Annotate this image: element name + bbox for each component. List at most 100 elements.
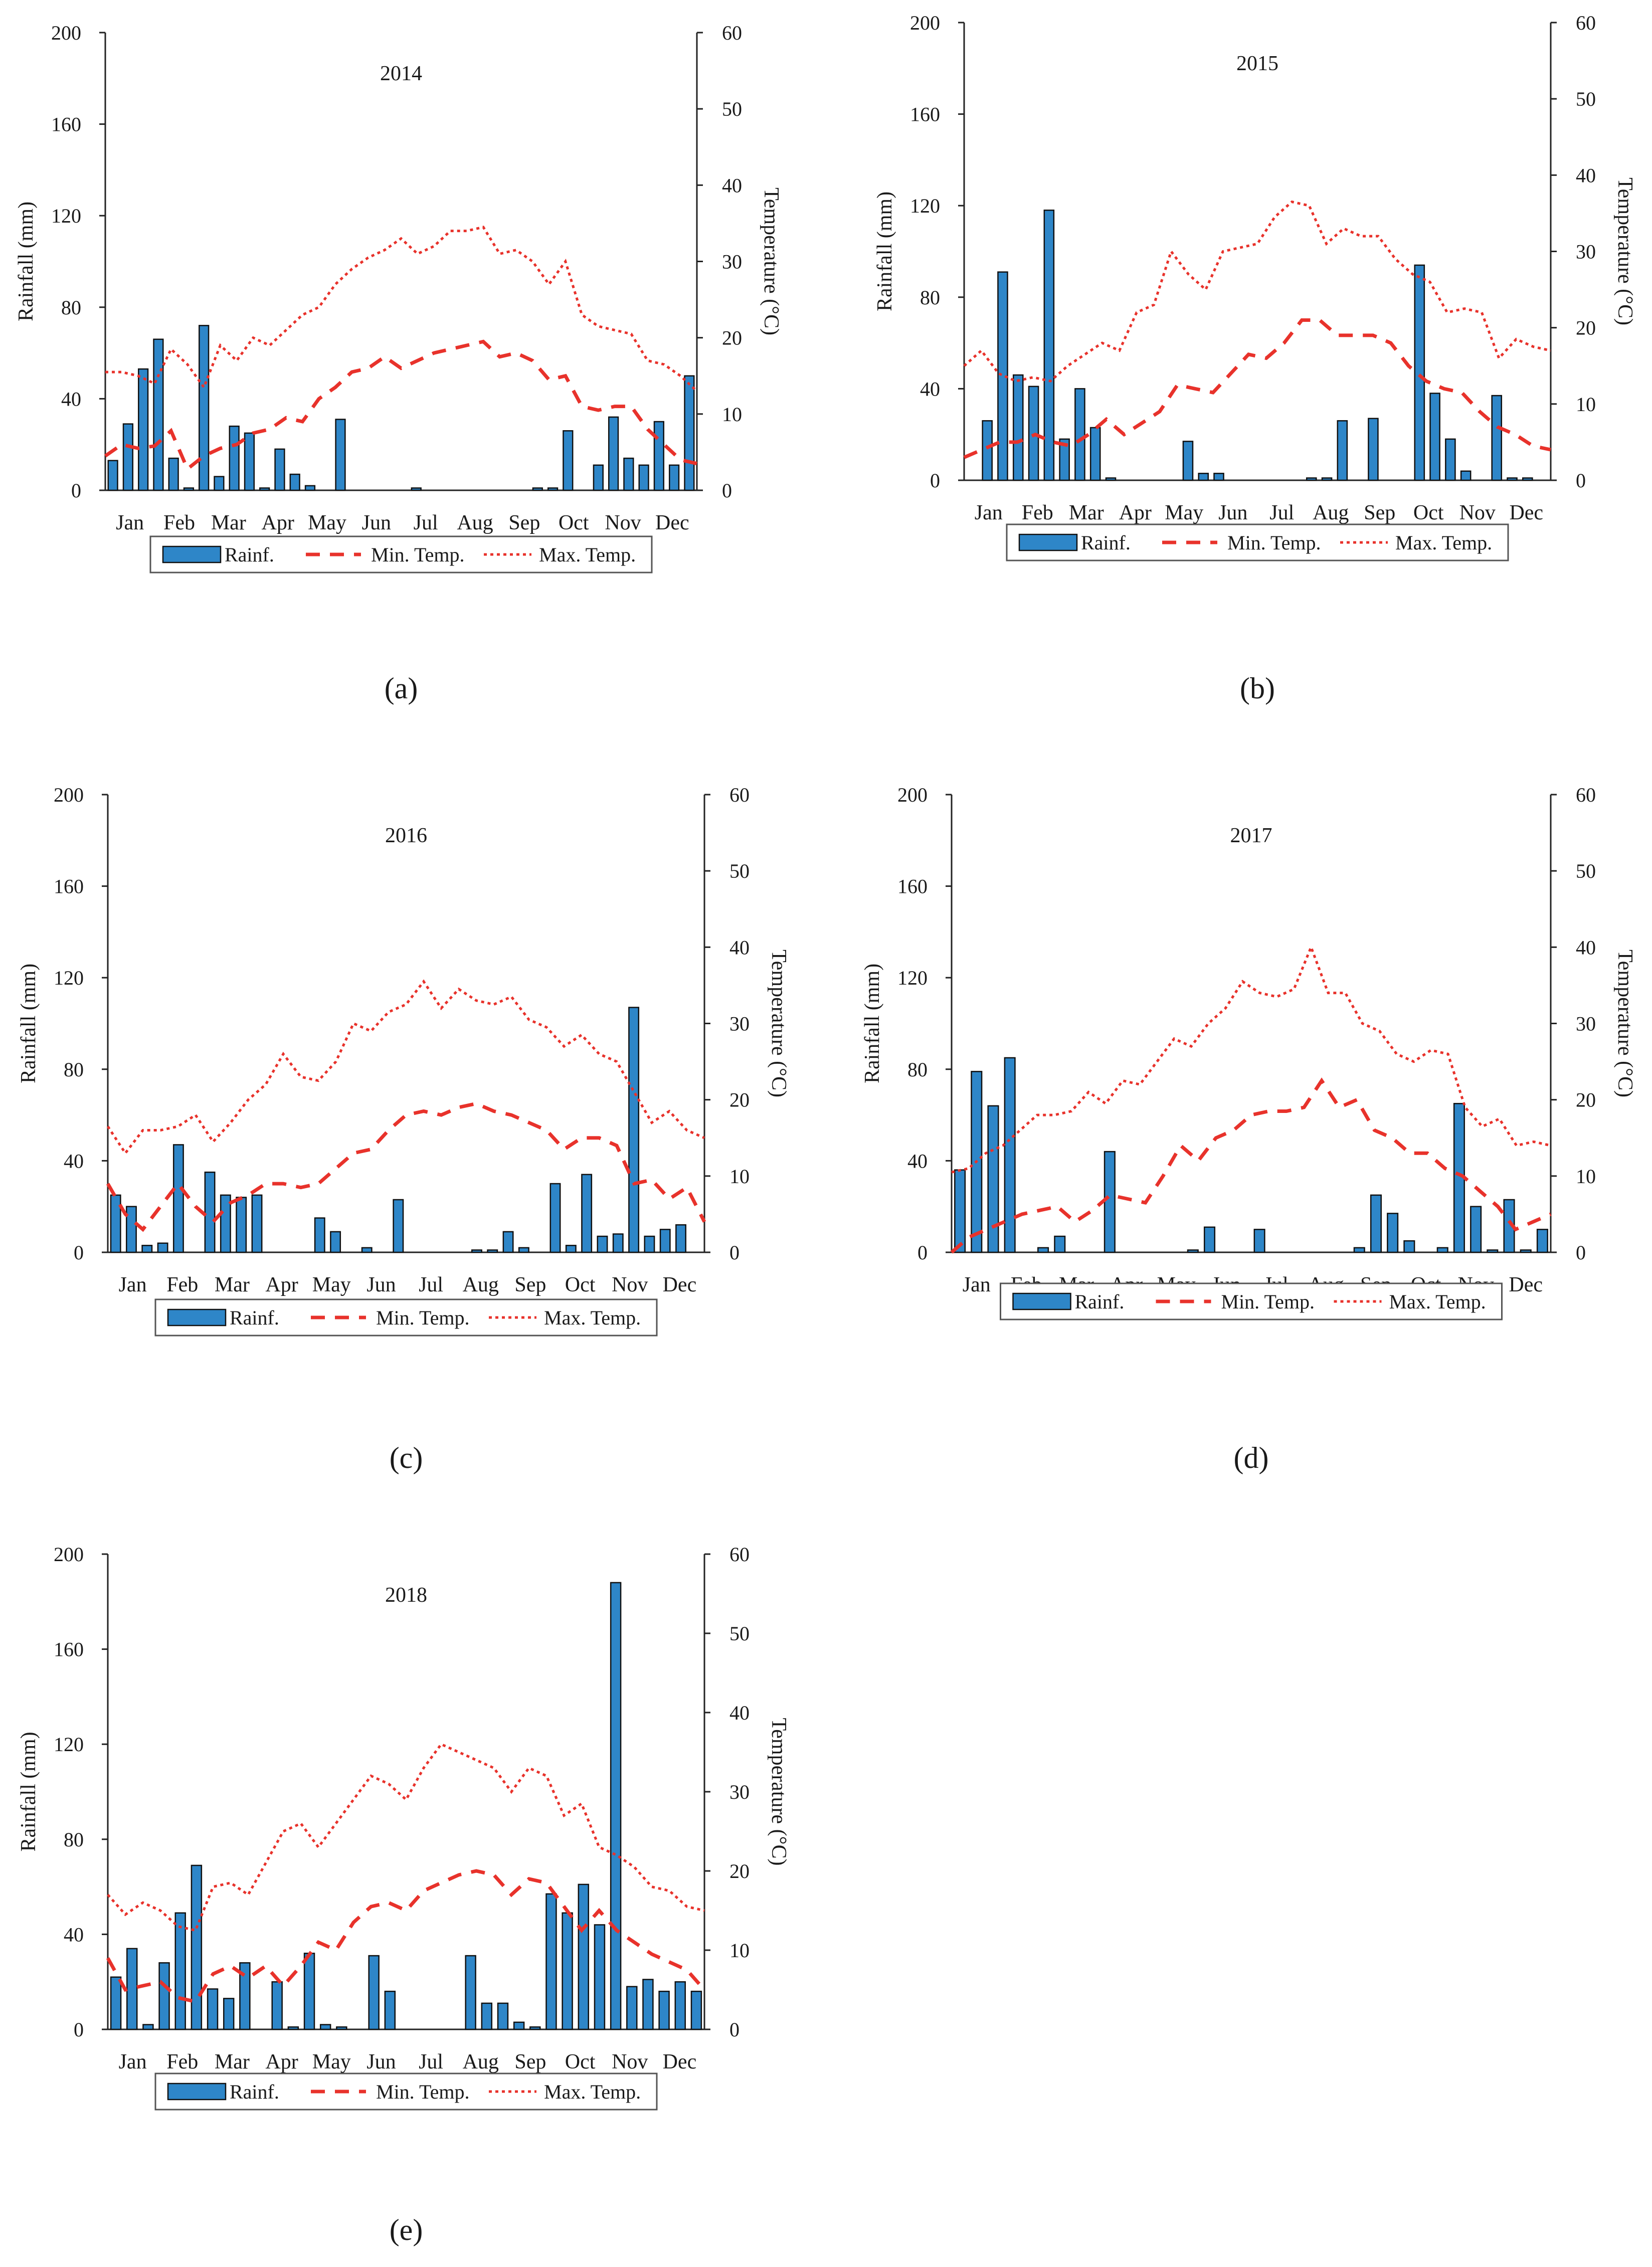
y-tick-label: 80 [64,1058,84,1081]
y-tick-label: 200 [54,1543,84,1566]
y2-tick-label: 10 [729,1165,750,1188]
y-tick-label: 200 [910,12,940,34]
rainfall-bar [174,1912,186,2030]
rainfall-bar [674,1981,686,2030]
y2-tick-label: 40 [722,174,742,197]
rainfall-bar [644,1235,655,1253]
y2-tick-label: 0 [729,2018,740,2041]
rainfall-bar [251,1194,263,1253]
rainfall-bar [659,1229,671,1253]
y-axis-title: Rainfall (mm) [17,1732,40,1851]
rainfall-bar [675,1224,686,1253]
rainfall-bar [1520,1249,1532,1253]
x-tick-label: Nov [612,1273,648,1296]
rainfall-bar [204,1171,216,1253]
x-tick-label: Dec [663,2050,697,2073]
x-tick-label: Oct [1413,501,1444,524]
min-temp-line [104,339,697,472]
rainfall-bar [335,419,346,491]
x-tick-label: Feb [1022,501,1053,524]
rainfall-bar [1536,1229,1548,1253]
y2-tick-label: 50 [1576,88,1596,110]
rainfall-bar [330,1231,341,1253]
x-tick-label: Jun [362,511,391,534]
rainfall-bar [518,1247,529,1253]
x-tick-label: Oct [559,511,589,534]
rainfall-bar [172,1144,184,1253]
y-tick-label: 40 [61,388,81,410]
rainfall-bar [336,2026,347,2030]
rainfall-bar [690,1990,702,2030]
y2-axis-title: Temperature (°C) [1613,950,1636,1097]
rainfall-bar [653,421,664,491]
y2-axis-title: Temperature (°C) [767,950,790,1097]
rainfall-bar [608,416,619,491]
rainfall-bar [987,1105,999,1253]
y-tick-label: 120 [51,205,81,227]
x-tick-label: Sep [514,1273,546,1296]
rainfall-bar [126,1206,137,1253]
rainfall-bar [563,430,574,491]
x-tick-label: Oct [565,2050,596,2073]
rainfall-bar [244,432,255,491]
rainfall-bar [126,1948,138,2030]
legend-rainfall-swatch [167,2083,227,2101]
rainfall-bar [1370,1194,1382,1253]
rainfall-bar [259,487,270,491]
x-tick-label: Aug [457,511,493,534]
legend-rainfall-swatch [1018,533,1078,551]
x-tick-label: Oct [565,1273,596,1296]
x-tick-label: Jan [975,501,1003,524]
y2-tick-label: 60 [1576,12,1596,34]
y2-tick-label: 30 [729,1013,750,1035]
rainfall-bar [982,420,993,481]
y-axis-title: Rainfall (mm) [873,192,896,311]
x-tick-label: Nov [612,2050,648,2073]
y-tick-label: 160 [54,875,84,898]
y2-tick-label: 30 [1576,241,1596,263]
y-tick-label: 40 [920,377,940,400]
rainfall-bar [207,1988,219,2030]
x-tick-label: Jan [116,511,144,534]
y-tick-label: 200 [54,784,84,806]
x-tick-label: Jun [366,1273,396,1296]
x-tick-label: Feb [166,1273,198,1296]
x-tick-label: Mar [1069,501,1104,524]
chart-title: 2014 [380,62,422,85]
x-tick-label: Apr [262,511,294,534]
panel-label: (b) [1240,672,1275,705]
rainfall-bar [626,1986,638,2030]
rainfall-bar [471,1249,482,1253]
x-tick-label: Dec [1509,501,1543,524]
x-tick-label: Nov [1459,501,1496,524]
max-temp-line [107,1743,705,1932]
rainfall-bar [303,1953,315,2030]
x-tick-label: May [312,2050,351,2073]
y2-tick-label: 50 [729,860,750,882]
rainfall-bar [954,1169,966,1253]
y2-tick-label: 0 [722,479,732,502]
x-tick-label: Jun [366,2050,396,2073]
x-tick-label: Jan [963,1273,991,1296]
x-tick-label: Aug [1313,501,1349,524]
x-tick-label: May [312,1273,351,1296]
legend-rainfall-swatch [1012,1292,1071,1310]
rainfall-bar [223,1998,235,2030]
legend-rainfall-label: Rainf. [225,543,274,566]
rainfall-bar [1253,1229,1265,1253]
rainfall-bar [271,1981,283,2030]
y-tick-label: 160 [54,1638,84,1661]
y2-tick-label: 20 [1576,1089,1596,1111]
rainfall-bar [1387,1213,1399,1253]
chart-panel-2015: 0 40 80 120 160 200 0 10 20 30 40 50 60 Jan Feb Mar Apr M… [873,12,1636,705]
rainfall-bar [502,1231,514,1253]
y2-tick-label: 60 [722,22,742,44]
x-tick-label: Apr [1119,501,1152,524]
rainfall-bar [157,1242,168,1253]
rainfall-bar [110,1976,122,2030]
x-tick-label: Jul [419,1273,443,1296]
rainfall-bar [1203,1226,1216,1253]
rainfall-bar [658,1990,670,2030]
legend: Rainf. Min. Temp. Max. Temp. [154,2072,658,2111]
x-tick-label: May [1165,501,1203,524]
